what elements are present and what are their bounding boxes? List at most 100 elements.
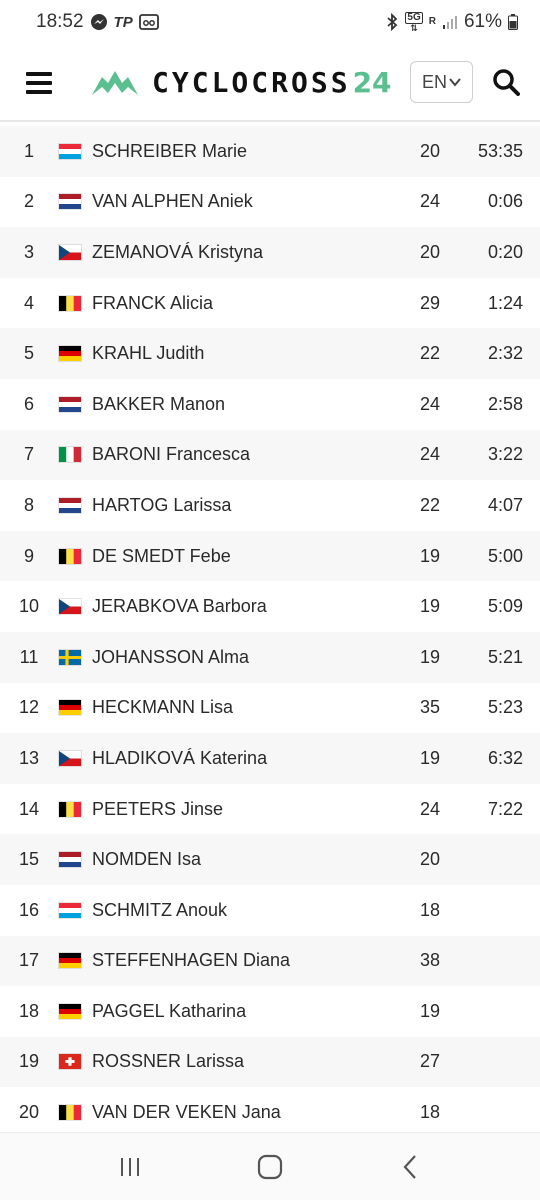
result-row[interactable]: 1 SCHREIBER Marie 20 53:35 xyxy=(0,126,540,177)
result-row[interactable]: 17 STEFFENHAGEN Diana 38 xyxy=(0,935,540,987)
result-position: 3 xyxy=(23,241,34,262)
result-row[interactable]: 11 JOHANSSON Alma 19 5:21 xyxy=(0,631,540,683)
back-icon[interactable] xyxy=(390,1147,430,1187)
rider-age: 20 xyxy=(419,849,440,870)
rider-age: 38 xyxy=(419,950,440,971)
result-row[interactable]: 8 HARTOG Larissa 22 4:07 xyxy=(0,480,540,531)
recent-apps-icon[interactable] xyxy=(110,1147,150,1187)
ger-flag-icon xyxy=(58,1002,92,1020)
rider-name[interactable]: HLADIKOVÁ Katerina xyxy=(92,747,268,768)
rider-name[interactable]: JERABKOVA Barbora xyxy=(92,596,267,617)
result-row[interactable]: 15 NOMDEN Isa 20 xyxy=(0,834,540,885)
5g-icon: 5G ⇅ xyxy=(405,11,423,33)
lux-flag-icon xyxy=(58,142,92,160)
rider-name[interactable]: DE SMEDT Febe xyxy=(92,545,231,566)
status-bar: 18:52 TP 5G ⇅ R 61% xyxy=(0,0,540,44)
result-position: 17 xyxy=(18,950,40,971)
result-position: 18 xyxy=(18,1000,40,1021)
result-row[interactable]: 14 PEETERS Jinse 24 7:22 xyxy=(0,783,540,835)
rider-age: 19 xyxy=(419,545,440,566)
ger-flag-icon xyxy=(58,699,92,717)
ned-flag-icon xyxy=(58,851,92,869)
result-row[interactable]: 4 FRANCK Alicia 29 1:24 xyxy=(0,277,540,329)
result-time-gap: 2:32 xyxy=(487,343,523,364)
result-row[interactable]: 10 JERABKOVA Barbora 19 5:09 xyxy=(0,581,540,632)
site-header: CYCLOCROSS 24 EN xyxy=(0,44,540,122)
rider-name[interactable]: HARTOG Larissa xyxy=(92,494,232,515)
result-row[interactable]: 6 BAKKER Manon 24 2:58 xyxy=(0,378,540,430)
rider-name[interactable]: ROSSNER Larissa xyxy=(92,1051,245,1072)
search-icon[interactable] xyxy=(492,68,520,96)
status-right: 5G ⇅ R 61% xyxy=(385,11,518,33)
rider-age: 22 xyxy=(419,343,440,364)
result-row[interactable]: 16 SCHMITZ Anouk 18 xyxy=(0,884,540,936)
result-position: 8 xyxy=(23,494,34,515)
messenger-icon xyxy=(90,13,108,31)
rider-name[interactable]: VAN DER VEKEN Jana xyxy=(92,1102,281,1123)
rider-age: 35 xyxy=(419,697,440,718)
roaming-icon: R xyxy=(429,17,436,27)
roaming-label: R xyxy=(428,16,436,27)
bel-flag-icon xyxy=(58,1104,92,1122)
result-row[interactable]: 9 DE SMEDT Febe 19 5:00 xyxy=(0,530,540,582)
logo-text: CYCLOCROSS xyxy=(152,65,351,99)
hamburger-menu-button[interactable] xyxy=(26,72,52,94)
rider-age: 24 xyxy=(419,393,440,414)
rider-name[interactable]: HECKMANN Lisa xyxy=(92,697,234,718)
rider-name[interactable]: KRAHL Judith xyxy=(92,343,205,364)
status-left: 18:52 TP xyxy=(36,11,159,33)
result-position: 2 xyxy=(23,191,34,212)
language-selector[interactable]: EN xyxy=(410,61,473,103)
result-time-gap: 6:32 xyxy=(487,747,523,768)
rider-name[interactable]: SCHREIBER Marie xyxy=(92,140,248,161)
result-row[interactable]: 19 ROSSNER Larissa 27 xyxy=(0,1036,540,1088)
rider-name[interactable]: BARONI Francesca xyxy=(92,444,251,465)
rider-name[interactable]: SCHMITZ Anouk xyxy=(92,899,228,920)
ned-flag-icon xyxy=(58,193,92,211)
result-position: 9 xyxy=(23,545,34,566)
rider-name[interactable]: NOMDEN Isa xyxy=(92,849,202,870)
rider-age: 29 xyxy=(419,292,440,313)
rider-name[interactable]: BAKKER Manon xyxy=(92,393,226,414)
result-row[interactable]: 12 HECKMANN Lisa 35 5:23 xyxy=(0,682,540,734)
chevron-down-icon xyxy=(449,77,461,87)
result-time-gap: 1:24 xyxy=(487,292,523,313)
result-time-gap: 5:00 xyxy=(487,545,523,566)
result-row[interactable]: 5 KRAHL Judith 22 2:32 xyxy=(0,328,540,379)
result-time-gap: 5:09 xyxy=(487,596,523,617)
ita-flag-icon xyxy=(58,446,92,464)
status-time: 18:52 xyxy=(36,11,84,32)
results-table: 1 SCHREIBER Marie 20 53:35 2 VAN ALPHEN … xyxy=(0,126,540,1138)
home-icon[interactable] xyxy=(250,1147,290,1187)
bel-flag-icon xyxy=(58,294,92,312)
result-row[interactable]: 7 BARONI Francesca 24 3:22 xyxy=(0,429,540,481)
cze-flag-icon xyxy=(58,749,92,767)
result-time-gap: 0:20 xyxy=(487,241,523,262)
result-row[interactable]: 20 VAN DER VEKEN Jana 18 xyxy=(0,1087,540,1138)
menu-bar xyxy=(26,90,52,94)
result-row[interactable]: 3 ZEMANOVÁ Kristyna 20 0:20 xyxy=(0,227,540,278)
result-row[interactable]: 13 HLADIKOVÁ Katerina 19 6:32 xyxy=(0,733,540,784)
signal-icon xyxy=(442,14,458,30)
rider-name[interactable]: JOHANSSON Alma xyxy=(92,646,250,667)
result-time-gap: 3:22 xyxy=(487,444,523,465)
cze-flag-icon xyxy=(58,598,92,616)
rider-age: 19 xyxy=(419,596,440,617)
rider-name[interactable]: VAN ALPHEN Aniek xyxy=(92,191,253,212)
rider-name[interactable]: FRANCK Alicia xyxy=(92,292,214,313)
ned-flag-icon xyxy=(58,496,92,514)
result-position: 11 xyxy=(19,646,39,667)
result-time-gap: 7:22 xyxy=(487,798,523,819)
result-position: 7 xyxy=(23,444,34,465)
result-position: 19 xyxy=(18,1051,40,1072)
rider-name[interactable]: ZEMANOVÁ Kristyna xyxy=(92,241,264,262)
site-logo[interactable]: CYCLOCROSS 24 xyxy=(92,64,392,100)
logo-mountain-icon xyxy=(92,71,138,95)
rider-name[interactable]: PEETERS Jinse xyxy=(92,798,224,819)
result-row[interactable]: 2 VAN ALPHEN Aniek 24 0:06 xyxy=(0,176,540,228)
rider-name[interactable]: PAGGEL Katharina xyxy=(92,1000,247,1021)
result-row[interactable]: 18 PAGGEL Katharina 19 xyxy=(0,986,540,1037)
rider-age: 20 xyxy=(419,140,440,161)
result-position: 1 xyxy=(23,140,34,161)
rider-name[interactable]: STEFFENHAGEN Diana xyxy=(92,950,291,971)
